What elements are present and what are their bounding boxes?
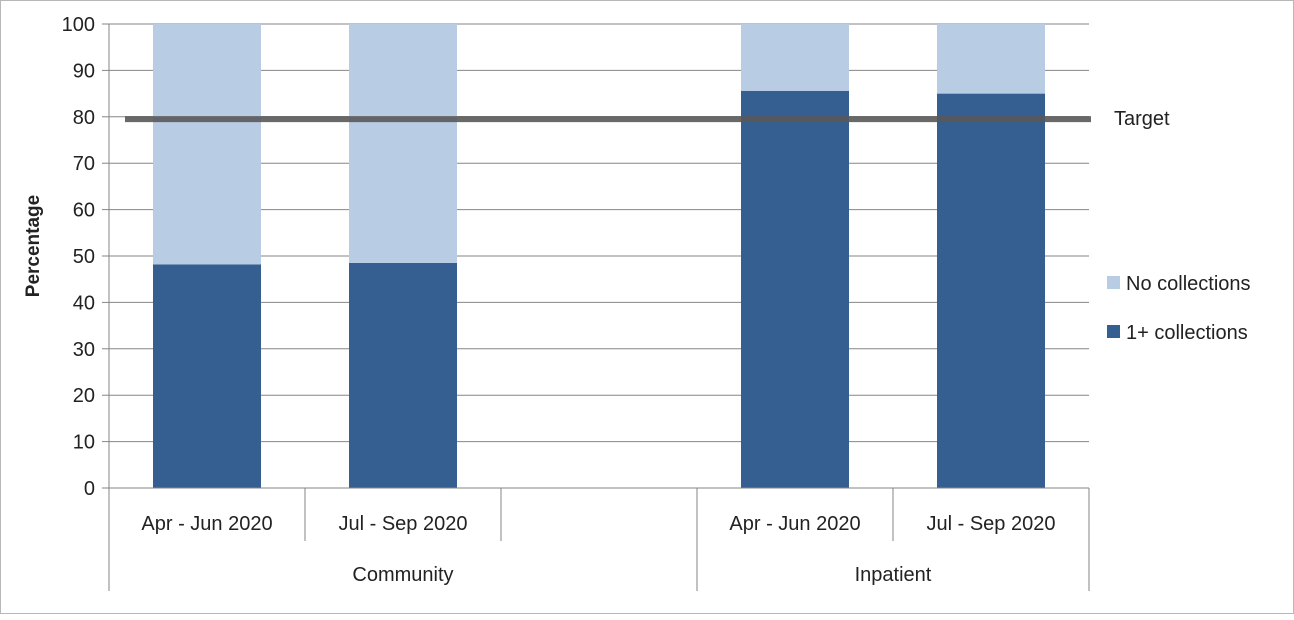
- bar-segment: [937, 93, 1045, 488]
- target-line-group: Target: [125, 108, 1170, 130]
- target-label: Target: [1114, 108, 1170, 130]
- bar-segment: [349, 24, 457, 263]
- y-tick-label: 90: [73, 60, 95, 82]
- y-tick-label: 0: [84, 478, 95, 500]
- y-axis-ticks: 0 10 20 30 40 50 60 70 80 90 100: [62, 14, 110, 500]
- x-axis: Apr - Jun 2020 Jul - Sep 2020 Apr - Jun 20…: [108, 487, 1090, 591]
- x-tick-label: Apr - Jun 2020: [141, 513, 272, 535]
- x-tick-label: Jul - Sep 2020: [339, 513, 468, 535]
- x-tick-label: Apr - Jun 2020: [729, 513, 860, 535]
- bar-segment: [741, 90, 849, 488]
- group-label: Inpatient: [855, 564, 932, 586]
- bar-segment: [349, 262, 457, 488]
- group-label: Community: [352, 564, 453, 586]
- bar-segment: [741, 24, 849, 91]
- bar-segment: [153, 24, 261, 265]
- y-tick-label: 10: [73, 432, 95, 454]
- legend: No collections 1+ collections: [1107, 273, 1251, 344]
- legend-swatch: [1107, 325, 1120, 338]
- y-tick-label: 80: [73, 107, 95, 129]
- y-tick-label: 30: [73, 339, 95, 361]
- y-tick-label: 100: [62, 14, 95, 36]
- y-tick-label: 70: [73, 153, 95, 175]
- y-tick-label: 40: [73, 292, 95, 314]
- legend-swatch: [1107, 276, 1120, 289]
- y-axis-label: Percentage: [23, 195, 44, 297]
- legend-label: 1+ collections: [1126, 322, 1248, 344]
- y-tick-label: 20: [73, 385, 95, 407]
- bar-segment: [937, 24, 1045, 94]
- y-tick-label: 50: [73, 246, 95, 268]
- legend-label: No collections: [1126, 273, 1251, 295]
- bars: [153, 24, 1045, 488]
- x-tick-label: Jul - Sep 2020: [927, 513, 1056, 535]
- bar-segment: [153, 264, 261, 488]
- y-tick-label: 60: [73, 200, 95, 222]
